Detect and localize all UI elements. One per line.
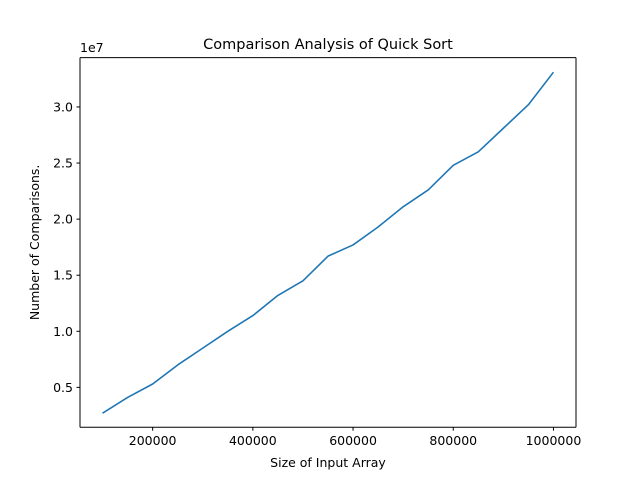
y-axis-label: Number of Comparisons. xyxy=(27,165,42,321)
plot-area xyxy=(80,57,576,428)
y-tick-label: 0.5 xyxy=(53,380,73,395)
x-tick-label: 400000 xyxy=(229,433,277,448)
y-tick-label: 1.5 xyxy=(53,268,73,283)
x-axis-ticks: 200000 400000 600000 800000 1000000 xyxy=(129,427,582,448)
x-tick-label: 800000 xyxy=(429,433,477,448)
y-tick-label: 2.5 xyxy=(53,156,73,171)
series-layer xyxy=(102,71,555,414)
x-tick-label: 200000 xyxy=(129,433,177,448)
y-tick-label: 2.0 xyxy=(53,212,73,227)
x-axis-label: Size of Input Array xyxy=(270,455,386,470)
axes-frame xyxy=(79,57,577,428)
series-line xyxy=(102,71,555,414)
y-axis-ticks: 0.5 1.0 1.5 2.0 2.5 3.0 xyxy=(53,99,80,395)
x-tick-label: 600000 xyxy=(329,433,377,448)
y-offset-label: 1e7 xyxy=(80,40,104,55)
chart-title: Comparison Analysis of Quick Sort xyxy=(203,37,453,53)
x-tick-label: 1000000 xyxy=(526,433,582,448)
y-tick-label: 1.0 xyxy=(53,324,73,339)
y-tick-label: 3.0 xyxy=(53,99,73,114)
